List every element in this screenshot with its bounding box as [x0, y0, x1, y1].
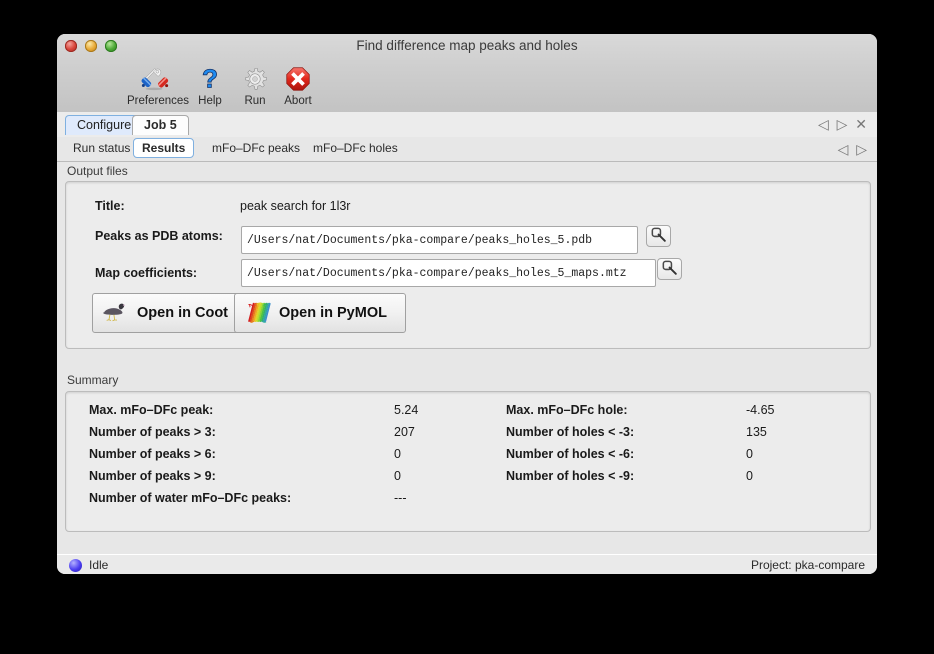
svg-text:?: ?: [202, 64, 218, 93]
